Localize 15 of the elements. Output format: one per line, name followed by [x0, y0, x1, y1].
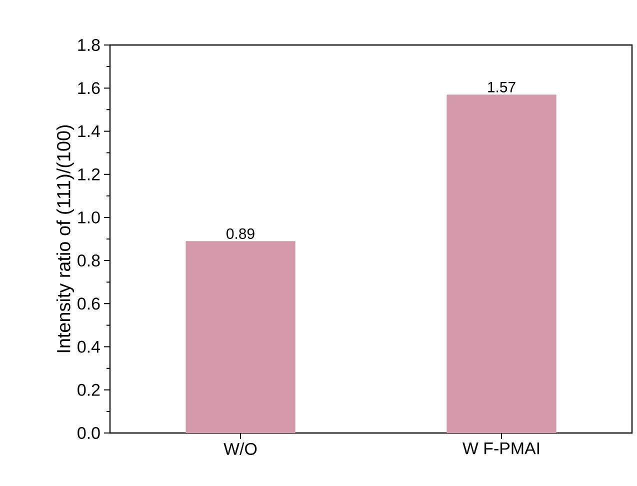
y-tick-label: 0.0 [78, 427, 100, 439]
y-tick-label: 0.4 [78, 340, 100, 353]
y-tick-label: 1.6 [78, 82, 100, 94]
data-label: 0.89 [226, 228, 254, 239]
y-axis-title: Intensity ratio of (111)/(100) [56, 125, 74, 352]
y-tick-label: 0.8 [78, 254, 100, 267]
y-tick-label: 0.2 [78, 384, 100, 396]
x-tick-label: W/O [224, 442, 257, 455]
y-tick-label: 1.2 [78, 168, 100, 180]
y-tick-label: 1.8 [78, 39, 100, 51]
data-label: 1.57 [488, 82, 516, 92]
y-tick-label: 1.0 [78, 211, 100, 224]
y-tick-label: 0.6 [78, 298, 100, 310]
y-tick-label: 1.4 [78, 125, 100, 138]
x-tick-label: W F-PMAI [462, 442, 539, 454]
